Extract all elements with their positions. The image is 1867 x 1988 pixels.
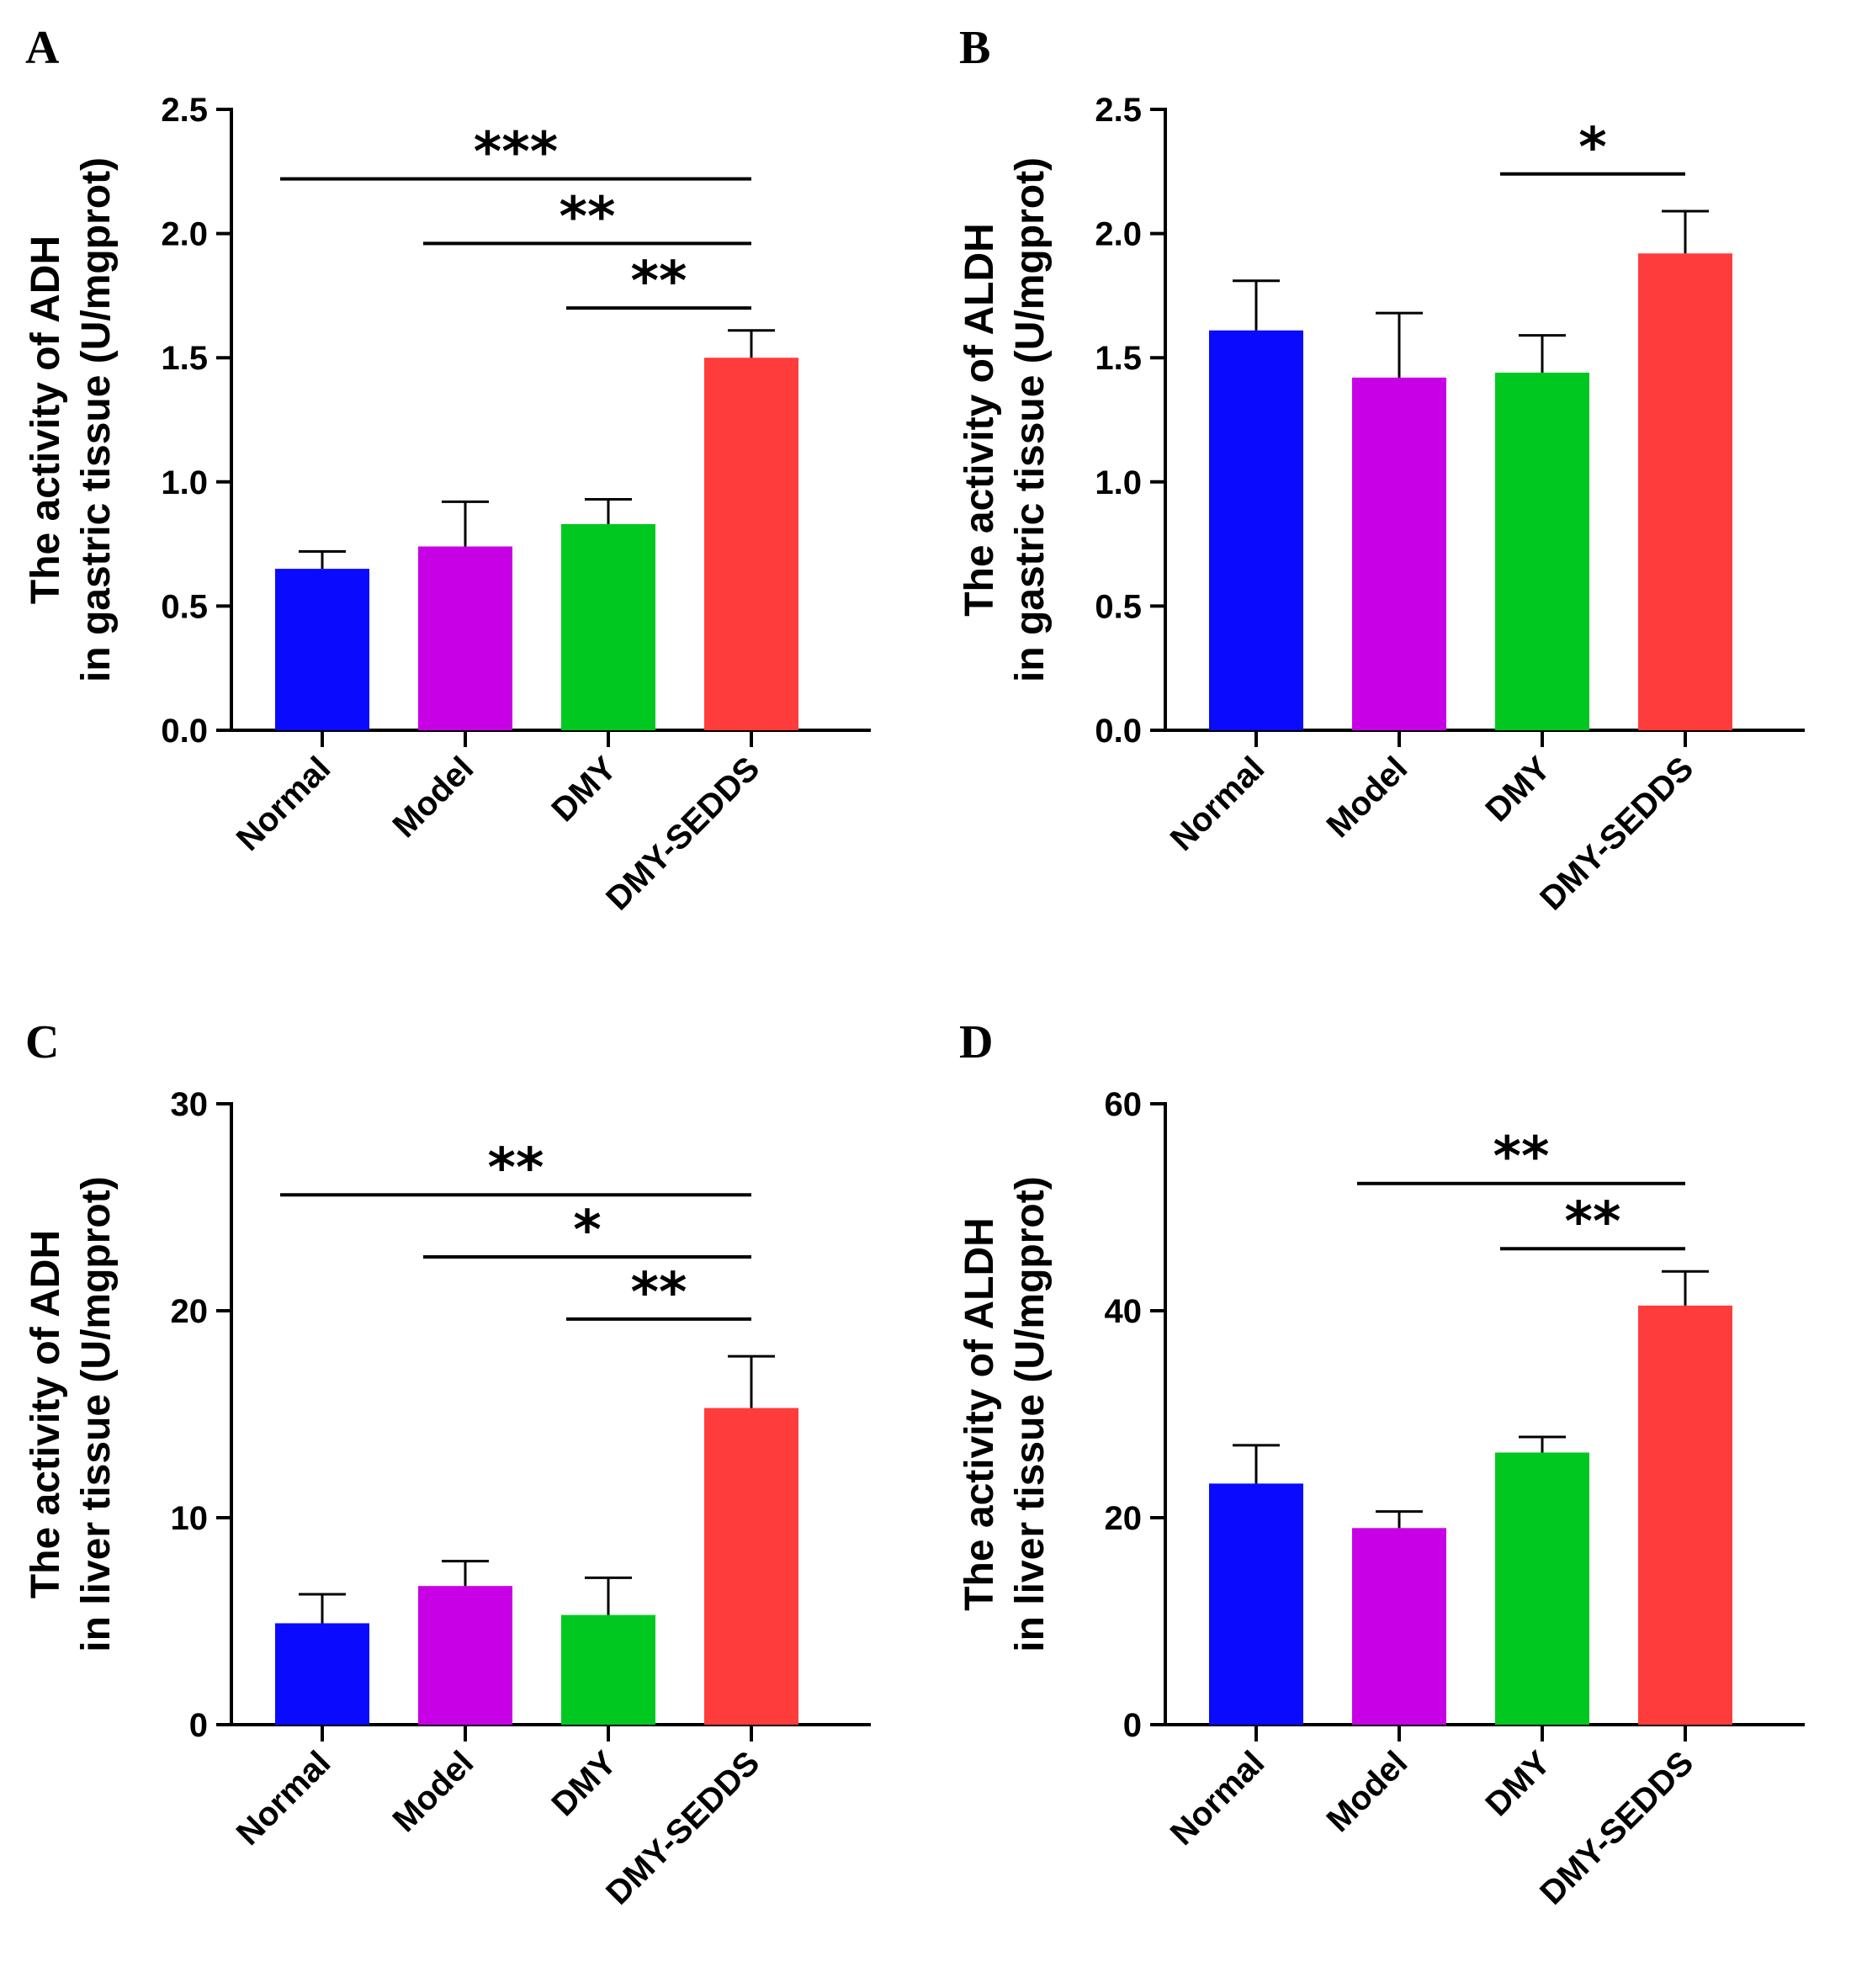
significance-label: **	[631, 251, 687, 313]
y-tick-label: 0	[1123, 1707, 1142, 1744]
x-tick-label-normal: Normal	[230, 1744, 338, 1853]
bar-dmy-sedds	[704, 358, 798, 730]
panel-label: D	[959, 1016, 993, 1068]
y-tick-label: 0.5	[161, 588, 208, 625]
y-tick-label: 20	[171, 1293, 209, 1330]
y-tick-label: 30	[171, 1086, 209, 1123]
x-tick-label-model: Model	[1320, 750, 1415, 845]
x-tick-label-model: Model	[1320, 1744, 1415, 1839]
chart-B: B The activity of ALDH in gastric tissue (…	[957, 22, 1805, 918]
significance-label: **	[488, 1137, 544, 1200]
panel-D: D The activity of ALDH in liver tissue (U/…	[934, 994, 1867, 1988]
y-tick-label: 60	[1105, 1086, 1143, 1123]
chart-D: D The activity of ALDH in liver tissue (U/…	[957, 1016, 1805, 1912]
bar-dmy-sedds	[1638, 1305, 1732, 1725]
y-axis-title-line1: The activity of ADH	[24, 1230, 68, 1598]
x-tick-label-normal: Normal	[1164, 750, 1272, 858]
bar-dmy-sedds	[704, 1408, 798, 1725]
y-tick-label: 20	[1105, 1500, 1143, 1537]
x-tick-label-model: Model	[386, 750, 481, 845]
x-tick-label-dmy-sedds: DMY-SEDDS	[599, 750, 766, 917]
significance-label: **	[631, 1262, 687, 1324]
bar-dmy	[1495, 372, 1589, 730]
y-tick-label: 40	[1105, 1293, 1143, 1330]
significance-label: **	[1493, 1127, 1550, 1189]
bar-dmy	[561, 1614, 655, 1725]
significance-label: *	[1578, 117, 1606, 179]
panel-A: A The activity of ADH in gastric tissue (U…	[0, 0, 933, 994]
y-tick-label: 1.5	[1095, 340, 1142, 377]
y-tick-label: 0.0	[1095, 713, 1142, 750]
panel-C: C The activity of ADH in liver tissue (U/m…	[0, 994, 933, 1988]
y-tick-label: 2.5	[1095, 92, 1142, 129]
x-tick-label-dmy-sedds: DMY-SEDDS	[1533, 750, 1700, 917]
bar-normal	[275, 1623, 369, 1725]
y-tick-label: 1.0	[161, 464, 208, 501]
panel-label: C	[25, 1016, 59, 1068]
y-axis-title-line2: in liver tissue (U/mgprot)	[74, 1176, 119, 1651]
bar-normal	[275, 569, 369, 730]
x-tick-label-normal: Normal	[1164, 1744, 1272, 1853]
chart-A: A The activity of ADH in gastric tissue (U…	[24, 22, 871, 918]
bar-model	[418, 1586, 512, 1725]
x-tick-label-dmy: DMY	[544, 1744, 623, 1823]
panel-B: B The activity of ALDH in gastric tissue (…	[934, 0, 1867, 994]
x-tick-label-dmy: DMY	[544, 750, 623, 829]
x-tick-label-normal: Normal	[230, 750, 338, 858]
bar-normal	[1209, 330, 1303, 730]
bar-dmy	[1495, 1452, 1589, 1725]
panel-label: B	[959, 22, 990, 74]
bar-model	[418, 546, 512, 730]
y-tick-label: 0.5	[1095, 588, 1142, 625]
panel-label: A	[25, 22, 60, 74]
y-axis-title-line1: The activity of ALDH	[957, 223, 1002, 617]
y-axis-title-line1: The activity of ALDH	[957, 1217, 1002, 1611]
y-tick-label: 2.0	[161, 216, 208, 253]
y-tick-label: 10	[171, 1500, 209, 1537]
bar-dmy-sedds	[1638, 253, 1732, 730]
x-tick-label-dmy: DMY	[1478, 1744, 1557, 1823]
bar-model	[1352, 1528, 1446, 1725]
y-tick-label: 0.0	[161, 713, 208, 750]
y-axis-title-line2: in gastric tissue (U/mgprot)	[74, 157, 119, 682]
y-axis-title-line2: in gastric tissue (U/mgprot)	[1008, 157, 1053, 682]
chart-C: C The activity of ADH in liver tissue (U/m…	[24, 1016, 871, 1912]
bar-normal	[1209, 1483, 1303, 1725]
x-tick-label-dmy-sedds: DMY-SEDDS	[1533, 1744, 1700, 1911]
x-tick-label-dmy-sedds: DMY-SEDDS	[599, 1744, 766, 1911]
y-tick-label: 1.0	[1095, 464, 1142, 501]
bar-dmy	[561, 523, 655, 730]
y-tick-label: 1.5	[161, 340, 208, 377]
x-tick-label-dmy: DMY	[1478, 750, 1557, 829]
significance-label: *	[573, 1200, 601, 1262]
significance-label: **	[1565, 1191, 1621, 1254]
y-tick-label: 0	[189, 1707, 208, 1744]
y-axis-title-line2: in liver tissue (U/mgprot)	[1008, 1176, 1053, 1651]
x-tick-label-model: Model	[386, 1744, 481, 1839]
y-tick-label: 2.5	[161, 92, 208, 129]
significance-label: ***	[474, 122, 558, 184]
y-axis-title-line1: The activity of ADH	[24, 236, 68, 604]
significance-label: **	[560, 186, 616, 248]
y-tick-label: 2.0	[1095, 216, 1142, 253]
bar-model	[1352, 377, 1446, 730]
